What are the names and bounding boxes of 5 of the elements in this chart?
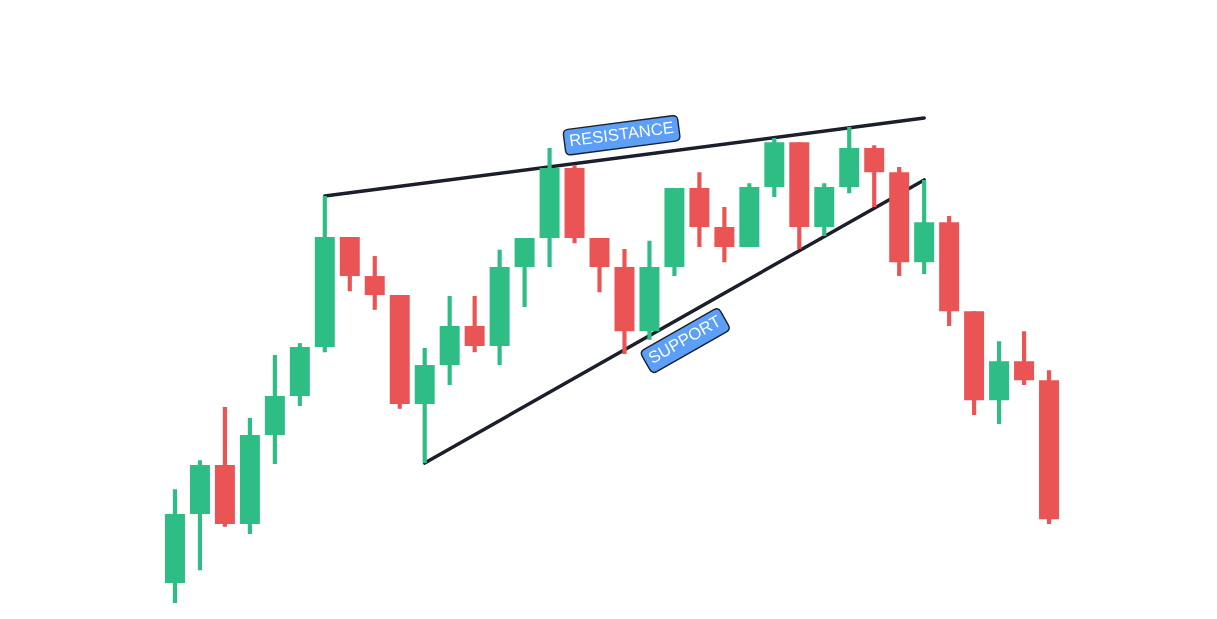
annotation: RESISTANCE [569, 121, 674, 147]
candlestick [364, 256, 385, 310]
candlestick [714, 207, 735, 263]
candlestick [1014, 331, 1035, 386]
candlestick [464, 296, 485, 353]
